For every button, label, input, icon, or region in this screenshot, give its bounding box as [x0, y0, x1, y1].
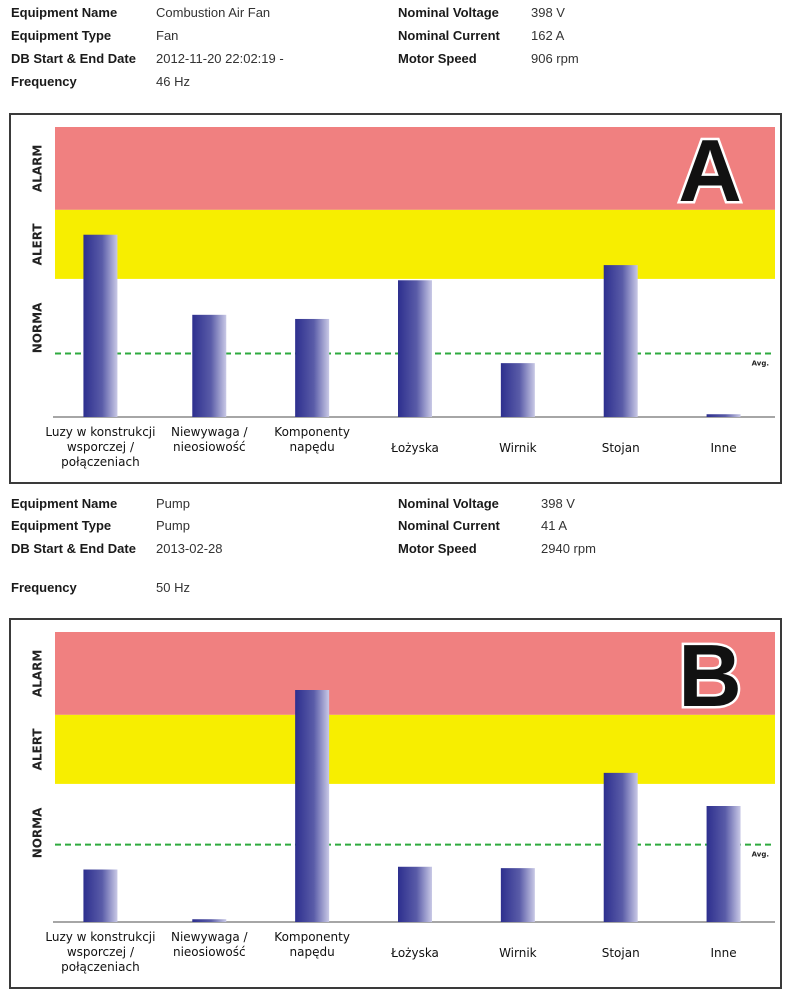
chart-panel-a: ALARM ALERT NORMA Avg. Luzy w konstrukcji wsp… [9, 113, 782, 484]
bar-3 [295, 318, 330, 417]
db-dates-value: 2012-11-20 22:02:19 - [156, 51, 284, 66]
category-label-6: Stojan [602, 946, 640, 960]
equipment-type-value: Pump [156, 518, 190, 533]
alarm-zone [55, 632, 775, 715]
category-label-line: Łożyska [390, 946, 439, 960]
nominal-voltage-label: Nominal Voltage [398, 5, 499, 20]
bar-4 [398, 280, 432, 417]
panel-letter-a: A [678, 121, 742, 220]
bar-6 [603, 772, 638, 922]
motor-speed-label: Motor Speed [398, 541, 477, 556]
category-label-line: Stojan [602, 441, 640, 455]
category-label-line: Stojan [602, 946, 640, 960]
category-label-line: Niewywaga / [171, 930, 249, 944]
equipment-type-label: Equipment Type [11, 28, 112, 43]
category-label-2: Niewywaga /nieosiowość [171, 930, 249, 959]
frequency-value: 46 Hz [156, 74, 190, 89]
category-label-7: Inne [711, 946, 737, 960]
category-label-line: Inne [711, 441, 737, 455]
bar-1 [83, 234, 118, 417]
equipment-name-label: Equipment Name [11, 496, 118, 511]
category-label-4: Łożyska [390, 441, 439, 455]
alert-zone [55, 714, 775, 784]
category-label-line: Niewywaga / [171, 425, 249, 439]
category-label-line: nieosiowość [173, 440, 246, 454]
motor-speed-label: Motor Speed [398, 51, 477, 66]
nominal-voltage-value: 398 V [541, 496, 575, 511]
frequency-value: 50 Hz [156, 580, 190, 595]
category-label-line: wsporczej / [67, 440, 135, 454]
bar-1 [83, 869, 118, 922]
nominal-voltage-value: 398 V [531, 5, 565, 20]
category-label-line: napędu [290, 945, 335, 959]
nominal-voltage-label: Nominal Voltage [398, 496, 499, 511]
category-label-line: Luzy w konstrukcji [45, 930, 155, 944]
nominal-current-value: 41 A [541, 518, 568, 533]
panel-letter-b: B [678, 626, 742, 725]
db-dates-value: 2013-02-28 [156, 541, 223, 556]
zone-label-alarm: ALARM [31, 650, 45, 697]
category-label-line: Komponenty [274, 425, 350, 439]
category-label-4: Łożyska [390, 946, 439, 960]
equipment-type-value: Fan [156, 28, 179, 43]
frequency-label: Frequency [11, 74, 77, 89]
category-label-5: Wirnik [499, 441, 537, 455]
chart-a-svg: ALARM ALERT NORMA Avg. Luzy w konstrukcjiwsp… [31, 119, 775, 469]
category-label-6: Stojan [602, 441, 640, 455]
category-label-2: Niewywaga /nieosiowość [171, 425, 249, 454]
category-label-line: połączeniach [61, 960, 140, 974]
equipment-info-a: Equipment Name Combustion Air Fan Equipm… [0, 0, 789, 110]
category-label-line: napędu [290, 440, 335, 454]
bar-5 [500, 868, 535, 922]
category-label-line: Łożyska [390, 441, 439, 455]
bar-6 [603, 265, 638, 417]
bar-4 [398, 866, 432, 922]
bar-5 [500, 363, 535, 417]
frequency-label: Frequency [11, 580, 77, 595]
category-label-line: nieosiowość [173, 945, 246, 959]
category-label-line: Inne [711, 946, 737, 960]
nominal-current-label: Nominal Current [398, 518, 500, 533]
equipment-info-b: Equipment Name Pump Equipment Type Pump … [0, 491, 789, 601]
bar-2 [192, 919, 227, 922]
category-label-line: Wirnik [499, 946, 537, 960]
db-dates-label: DB Start & End Date [11, 541, 136, 556]
bar-3 [295, 690, 330, 922]
category-label-line: Wirnik [499, 441, 537, 455]
average-label: Avg. [752, 359, 769, 367]
bar-2 [192, 314, 227, 417]
equipment-name-value: Pump [156, 496, 190, 511]
nominal-current-label: Nominal Current [398, 28, 500, 43]
zone-label-alarm: ALARM [31, 145, 45, 192]
category-label-line: Komponenty [274, 930, 350, 944]
zone-label-norma: NORMA [31, 302, 45, 353]
equipment-type-label: Equipment Type [11, 518, 112, 533]
category-label-7: Inne [711, 441, 737, 455]
alert-zone [55, 209, 775, 279]
motor-speed-value: 906 rpm [531, 51, 579, 66]
category-label-line: Luzy w konstrukcji [45, 425, 155, 439]
nominal-current-value: 162 A [531, 28, 565, 43]
db-dates-label: DB Start & End Date [11, 51, 136, 66]
alarm-zone [55, 127, 775, 210]
chart-b-svg: ALARM ALERT NORMA Avg. Luzy w konstrukcjiwsp… [31, 624, 775, 974]
category-label-line: połączeniach [61, 455, 140, 469]
chart-panel-b: ALARM ALERT NORMA Avg. Luzy w konstrukcji wsp… [9, 618, 782, 989]
equipment-name-value: Combustion Air Fan [156, 5, 271, 20]
equipment-name-label: Equipment Name [11, 5, 118, 20]
average-label: Avg. [752, 851, 769, 859]
motor-speed-value: 2940 rpm [541, 541, 596, 556]
bar-7 [706, 414, 741, 417]
bar-7 [706, 806, 741, 922]
zone-label-norma: NORMA [31, 807, 45, 858]
category-label-line: wsporczej / [67, 945, 135, 959]
category-label-5: Wirnik [499, 946, 537, 960]
zone-label-alert: ALERT [31, 728, 45, 771]
zone-label-alert: ALERT [31, 223, 45, 266]
